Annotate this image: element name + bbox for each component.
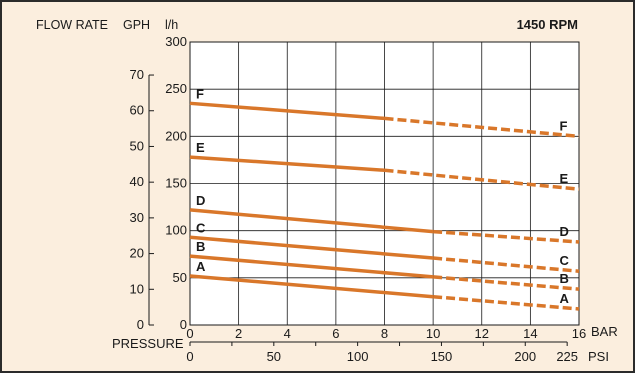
x-tick-label-bar: 12	[475, 326, 489, 341]
y-tick-label-gph: 40	[130, 174, 144, 189]
header-gph: GPH	[123, 18, 150, 32]
y-tick-label-lh: 50	[173, 270, 187, 285]
x-axis-label: PRESSURE	[112, 336, 184, 351]
x-tick-label-psi: 0	[186, 349, 193, 364]
curve-label-end: A	[560, 291, 570, 306]
curve-F-dashed	[384, 116, 580, 139]
curve-label-end: E	[560, 171, 569, 186]
curve-label-end: B	[560, 271, 569, 286]
chart-title: 1450 RPM	[517, 17, 578, 32]
x-tick-label-psi: 50	[267, 349, 281, 364]
curve-label-end: F	[560, 118, 568, 133]
x-tick-label-bar: 4	[284, 326, 291, 341]
x-tick-label-bar: 14	[523, 326, 537, 341]
y-tick-label-lh: 0	[180, 317, 187, 332]
x-tick-label-bar: 2	[235, 326, 242, 341]
y-tick-label-lh: 300	[165, 34, 187, 49]
x-unit-bar: BAR	[591, 324, 618, 339]
curve-B-dashed	[432, 275, 580, 291]
x-tick-label-bar: 16	[572, 326, 586, 341]
header-lh: l/h	[165, 18, 178, 32]
x-tick-label-bar: 8	[381, 326, 388, 341]
curve-label-end: D	[560, 224, 569, 239]
axes	[148, 74, 568, 346]
header-flow-rate: FLOW RATE	[36, 18, 108, 32]
x-tick-label-bar: 0	[186, 326, 193, 341]
curve-D-dashed	[433, 229, 580, 244]
curve-label-start: D	[196, 193, 205, 208]
curve-label-start: A	[196, 259, 206, 274]
series-lines	[189, 101, 580, 311]
y-tick-label-gph: 0	[137, 317, 144, 332]
y-tick-label-gph: 10	[130, 281, 144, 296]
curve-A-dashed	[432, 294, 580, 311]
x-tick-label-psi: 150	[431, 349, 453, 364]
y-tick-label-lh: 150	[165, 176, 187, 191]
curve-label-start: E	[196, 140, 205, 155]
curve-B-solid	[189, 254, 434, 279]
curve-C-dashed	[432, 256, 580, 273]
curve-E-solid	[189, 155, 385, 173]
y-tick-label-lh: 200	[165, 128, 187, 143]
y-tick-label-lh: 250	[165, 81, 187, 96]
curve-label-end: C	[560, 253, 570, 268]
curve-F-solid	[189, 101, 385, 121]
y-tick-label-gph: 20	[130, 246, 144, 261]
curve-E-dashed	[384, 168, 580, 191]
y-tick-label-gph: 60	[130, 103, 144, 118]
curve-D-solid	[189, 208, 434, 234]
x-unit-psi: PSI	[588, 349, 609, 364]
x-tick-label-psi: 200	[514, 349, 536, 364]
curve-C-solid	[189, 235, 434, 260]
curve-label-start: C	[196, 220, 206, 235]
y-tick-label-gph: 70	[130, 67, 144, 82]
curve-label-start: B	[196, 239, 205, 254]
y-tick-label-gph: 30	[130, 210, 144, 225]
x-tick-label-psi: 100	[347, 349, 369, 364]
x-tick-label-bar: 6	[332, 326, 339, 341]
y-tick-label-gph: 50	[130, 138, 144, 153]
x-tick-label-psi: 225	[556, 349, 578, 364]
curve-A-solid	[189, 274, 434, 299]
curve-label-start: F	[196, 86, 204, 101]
y-tick-label-lh: 100	[165, 223, 187, 238]
x-tick-label-bar: 10	[426, 326, 440, 341]
